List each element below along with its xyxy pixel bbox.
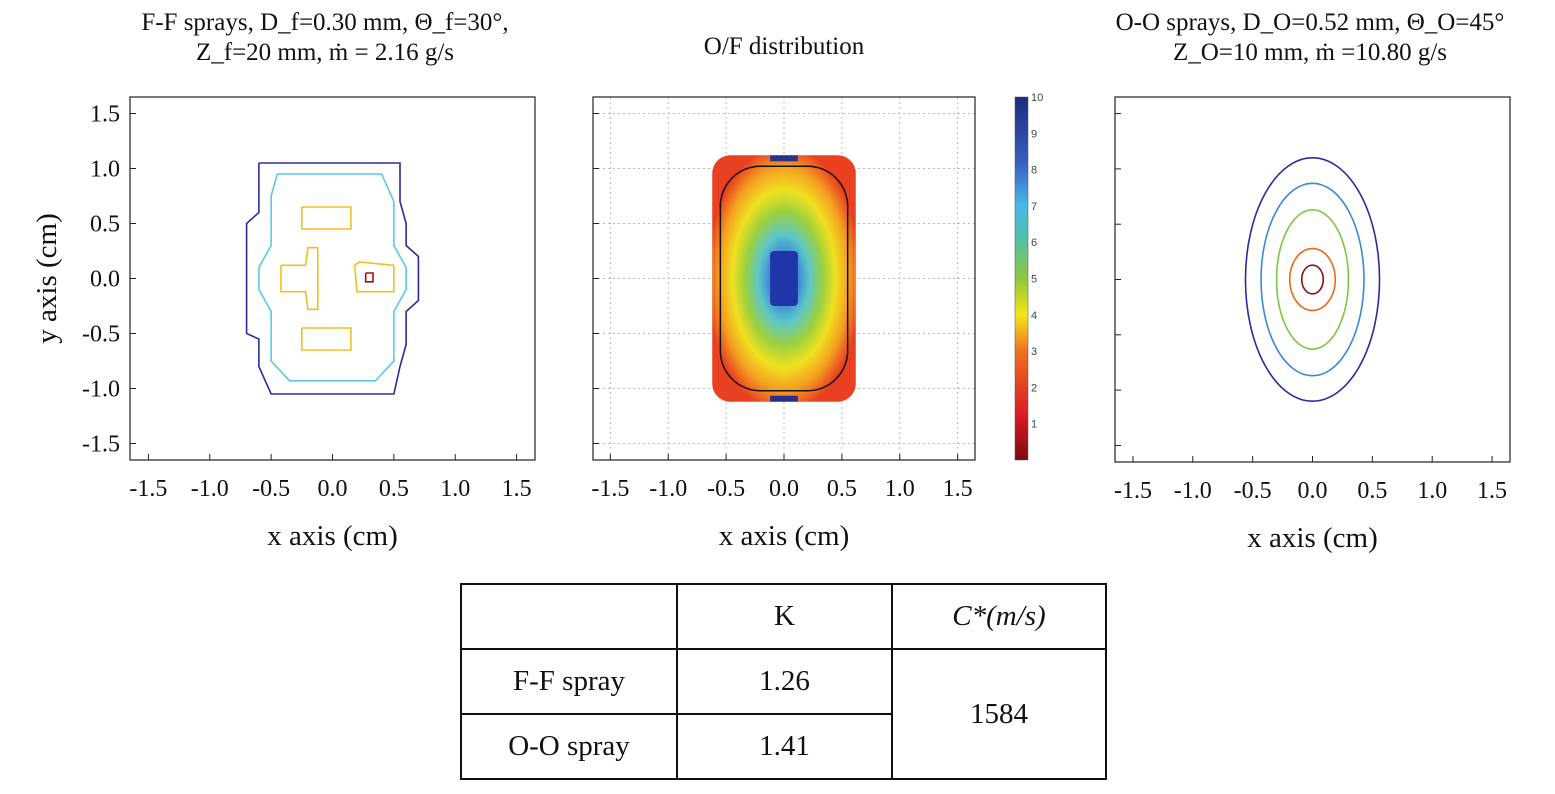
contour-line <box>1300 264 1325 295</box>
x-tick-label: 1.0 <box>885 476 915 502</box>
colorbar-tick-label: 3 <box>1031 346 1037 358</box>
table-row: O-O spray 1.41 <box>460 713 1106 780</box>
colorbar-tick-label: 2 <box>1031 382 1037 394</box>
x-tick-label: 0.5 <box>827 476 857 502</box>
y-tick-label: 0.0 <box>90 267 120 293</box>
x-tick-label: -1.0 <box>1174 478 1212 504</box>
contour-line <box>1260 182 1365 377</box>
colorbar-tick-label: 10 <box>1031 92 1043 104</box>
x-tick-label: 0.0 <box>1298 478 1328 504</box>
y-tick-label: -1.0 <box>82 377 120 403</box>
x-tick-label: -1.0 <box>191 476 229 502</box>
x-tick-label: -1.5 <box>1114 478 1152 504</box>
colorbar-tick-label: 9 <box>1031 128 1037 140</box>
contour-line <box>353 261 395 293</box>
heatmap-edge <box>770 395 798 402</box>
y-tick-label: -1.5 <box>82 432 120 458</box>
header-cstar: C*(m/s) <box>891 583 1107 650</box>
colorbar-tick-label: 1 <box>1031 419 1037 431</box>
plot1-title: F-F sprays, D_f=0.30 mm, Θ_f=30°, Z_f=20… <box>141 9 509 66</box>
cstar-value: 1584 <box>891 648 1107 780</box>
contour-line <box>1275 209 1350 350</box>
plot-1: -1.5 -1.0 -0.5 0.0 0.5 1.0 1.5 1.5 1.0 0.5 0.0 -0.5… <box>31 96 536 552</box>
y-tick-label: 1.5 <box>90 102 120 128</box>
colorbar-tick-label: 6 <box>1031 237 1037 249</box>
y-tick-label: 1.0 <box>90 157 120 183</box>
contour-line <box>245 162 420 395</box>
table-row: F-F spray 1.26 1584 <box>460 648 1107 780</box>
x-tick-label: -1.5 <box>591 476 629 502</box>
x-tick-label: 1.5 <box>1477 478 1507 504</box>
x-tick-label: 1.5 <box>502 476 532 502</box>
x-tick-label: 1.0 <box>1417 478 1447 504</box>
header-k: K <box>676 583 893 650</box>
x-tick-label: -1.0 <box>649 476 687 502</box>
x-tick-label: -0.5 <box>1234 478 1272 504</box>
plot-2: 10 9 8 7 6 5 4 3 2 1 -1.5 -1.0 -0.5 0.0 0.5 1.0 1.5 x axi… <box>591 92 1043 552</box>
x-tick-label: 1.5 <box>943 476 973 502</box>
contour-line <box>364 272 374 283</box>
x-axis-label: x axis (cm) <box>267 520 397 552</box>
contour-line <box>301 206 352 230</box>
colorbar-tick-label: 4 <box>1031 310 1037 322</box>
x-tick-label: -0.5 <box>252 476 290 502</box>
plot-frame <box>129 96 536 461</box>
results-table: K C*(m/s) F-F spray 1.26 1584 O-O spray … <box>460 583 1107 780</box>
y-tick-label: -0.5 <box>82 322 120 348</box>
colorbar-tick-label: 8 <box>1031 165 1037 177</box>
x-tick-label: 1.0 <box>440 476 470 502</box>
x-tick-label: -0.5 <box>707 476 745 502</box>
plot3-title: O-O sprays, D_O=0.52 mm, Θ_O=45° Z_O=10 … <box>1115 9 1505 66</box>
x-axis-label: x axis (cm) <box>719 520 849 552</box>
plot-frame <box>1114 96 1511 463</box>
contour-line <box>1244 157 1381 402</box>
x-tick-label: 0.0 <box>318 476 348 502</box>
table-header-row: K C*(m/s) <box>460 583 1107 650</box>
colorbar-tick-label: 5 <box>1031 274 1037 286</box>
colorbar-tick-label: 7 <box>1031 201 1037 213</box>
contour-line <box>258 173 407 382</box>
x-tick-label: 0.0 <box>769 476 799 502</box>
heatmap-core <box>770 251 798 306</box>
y-axis-label: y axis (cm) <box>31 213 63 343</box>
contour-line <box>301 327 352 351</box>
colorbar <box>1014 96 1029 461</box>
contour-line <box>1288 247 1337 312</box>
x-tick-label: 0.5 <box>1357 478 1387 504</box>
y-tick-label: 0.5 <box>90 212 120 238</box>
x-axis-label: x axis (cm) <box>1247 522 1377 554</box>
x-tick-label: 0.5 <box>379 476 409 502</box>
plot2-title: O/F distribution <box>703 33 865 60</box>
contour-line <box>280 246 319 311</box>
heatmap-edge <box>770 155 798 162</box>
stoichiometric-contour <box>719 165 849 392</box>
x-tick-label: -1.5 <box>129 476 167 502</box>
plot-3: -1.5 -1.0 -0.5 0.0 0.5 1.0 1.5 x axis (cm) <box>1114 96 1511 554</box>
